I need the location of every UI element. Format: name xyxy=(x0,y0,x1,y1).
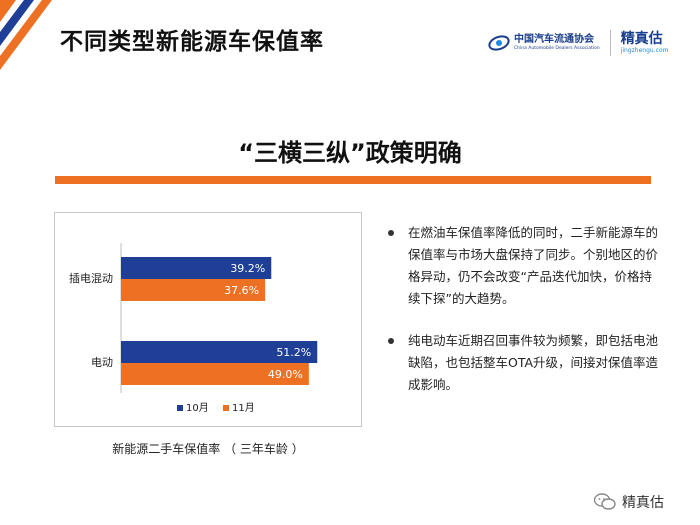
bullet-item: 在燃油车保值率降低的同时，二手新能源车的保值率与市场大盘保持了同步。个别地区的价… xyxy=(388,222,660,310)
category-label: 电动 xyxy=(91,356,113,369)
page-title: 不同类型新能源车保值率 xyxy=(60,29,324,55)
retention-bar-chart: 插电混动 39.2% 37.6% 电动 51.2% 49.0% 10月 11月 xyxy=(69,243,318,414)
bullet-dot-icon xyxy=(388,230,394,236)
wechat-icon xyxy=(594,493,616,510)
corner-stripes-decoration xyxy=(0,0,52,70)
bar xyxy=(121,363,309,385)
legend-swatch xyxy=(223,405,229,411)
chart-frame: 插电混动 39.2% 37.6% 电动 51.2% 49.0% 10月 11月 xyxy=(54,212,362,427)
category-label: 插电混动 xyxy=(69,271,113,285)
jzg-logo-cn: 精真估 xyxy=(620,31,663,47)
bar-value-label: 39.2% xyxy=(230,262,265,275)
wechat-account: 精真估 xyxy=(594,492,664,512)
cada-logo-cn: 中国汽车流通协会 xyxy=(514,33,594,45)
legend-label: 10月 xyxy=(186,402,209,414)
legend-label: 11月 xyxy=(232,402,255,414)
wechat-label: 精真估 xyxy=(622,495,664,511)
bar-value-label: 51.2% xyxy=(276,346,311,359)
jzg-logo-en: jingzhengu.com xyxy=(620,47,669,54)
cada-logo-en: China Automobile Dealers Association xyxy=(514,45,600,51)
jzg-logo: 精真估 jingzhengu.com xyxy=(621,32,669,54)
bar xyxy=(121,279,266,301)
bullet-item: 纯电动车近期召回事件较为频繁，即包括电池缺陷，也包括整车OTA升级，间接对保值率… xyxy=(388,330,660,396)
bar-value-label: 37.6% xyxy=(224,284,259,297)
cada-logo-text: 中国汽车流通协会 China Automobile Dealers Associ… xyxy=(514,33,600,52)
logo-group: 中国汽车流通协会 China Automobile Dealers Associ… xyxy=(488,28,668,58)
bullet-text: 纯电动车近期召回事件较为频繁，即包括电池缺陷，也包括整车OTA升级，间接对保值率… xyxy=(408,333,659,392)
chart-caption: 新能源二手车保值率 （ 三年车龄 ） xyxy=(112,442,304,456)
section-subtitle: “三横三纵”政策明确 xyxy=(238,139,462,167)
bullet-dot-icon xyxy=(388,338,394,344)
logo-divider xyxy=(609,30,611,56)
bullet-list: 在燃油车保值率降低的同时，二手新能源车的保值率与市场大盘保持了同步。个别地区的价… xyxy=(388,222,660,416)
bar-value-label: 49.0% xyxy=(268,368,303,381)
cada-logo-icon xyxy=(488,35,510,51)
bar xyxy=(121,341,318,363)
orange-divider-bar xyxy=(55,176,651,184)
legend-swatch xyxy=(177,405,183,411)
bullet-text: 在燃油车保值率降低的同时，二手新能源车的保值率与市场大盘保持了同步。个别地区的价… xyxy=(408,225,659,306)
bar xyxy=(121,257,272,279)
